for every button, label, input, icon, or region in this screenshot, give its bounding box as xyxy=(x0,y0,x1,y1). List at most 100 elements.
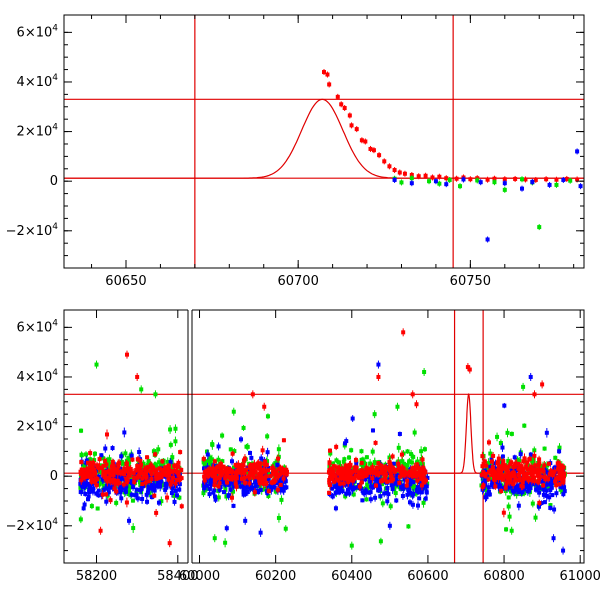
y-tick-exponent: 4 xyxy=(52,23,58,33)
data-point xyxy=(267,489,271,493)
data-point xyxy=(487,440,491,444)
data-point xyxy=(521,385,525,389)
data-point xyxy=(229,470,233,474)
data-point xyxy=(532,454,536,458)
data-point xyxy=(266,450,270,454)
data-point xyxy=(178,450,182,454)
data-point xyxy=(165,496,169,500)
data-point xyxy=(143,473,147,477)
data-point xyxy=(243,519,247,523)
data-point xyxy=(136,457,140,461)
data-point xyxy=(128,474,132,478)
data-point xyxy=(513,177,517,181)
data-point xyxy=(216,458,220,462)
data-point xyxy=(173,439,177,443)
data-point xyxy=(282,477,286,481)
data-point xyxy=(173,500,177,504)
data-point xyxy=(543,447,547,451)
data-point xyxy=(217,444,221,448)
data-point xyxy=(334,484,338,488)
data-point xyxy=(337,468,341,472)
data-point xyxy=(125,462,129,466)
data-point xyxy=(521,459,525,463)
data-point xyxy=(507,505,511,509)
data-point xyxy=(504,527,508,531)
data-point xyxy=(347,469,351,473)
data-point xyxy=(461,177,465,181)
data-point xyxy=(105,470,109,474)
data-point xyxy=(522,424,526,428)
data-point xyxy=(421,458,425,462)
data-point xyxy=(497,457,501,461)
data-point xyxy=(504,486,508,490)
data-point xyxy=(334,474,338,478)
data-point xyxy=(502,404,506,408)
data-point xyxy=(202,475,206,479)
data-point xyxy=(230,496,234,500)
data-point xyxy=(208,467,212,471)
data-point xyxy=(410,466,414,470)
data-point xyxy=(391,454,395,458)
data-point xyxy=(350,123,354,127)
data-point xyxy=(502,511,506,515)
data-point xyxy=(101,493,105,497)
data-point xyxy=(424,478,428,482)
data-point xyxy=(224,468,228,472)
data-point xyxy=(119,496,123,500)
data-point xyxy=(506,431,510,435)
data-point xyxy=(175,493,179,497)
data-point xyxy=(359,449,363,453)
y-tick-mantissa: 4×10 xyxy=(17,75,53,90)
data-point xyxy=(325,73,329,77)
data-point xyxy=(232,410,236,414)
series-group xyxy=(322,69,579,183)
data-point xyxy=(364,472,368,476)
data-point xyxy=(343,476,347,480)
data-point xyxy=(530,180,534,184)
data-point xyxy=(513,455,517,459)
data-point xyxy=(397,446,401,450)
data-point xyxy=(416,471,420,475)
data-point xyxy=(424,497,428,501)
data-point xyxy=(373,412,377,416)
data-point xyxy=(520,177,524,181)
data-point xyxy=(281,470,285,474)
data-point xyxy=(534,178,538,182)
data-point xyxy=(231,452,235,456)
data-point xyxy=(213,536,217,540)
data-point xyxy=(174,463,178,467)
data-point xyxy=(137,474,141,478)
data-point xyxy=(103,459,107,463)
data-point xyxy=(411,503,415,507)
data-point xyxy=(508,515,512,519)
data-point xyxy=(342,460,346,464)
x-tick-label: 60700 xyxy=(277,274,318,289)
data-point xyxy=(336,95,340,99)
data-point xyxy=(344,439,348,443)
data-point xyxy=(119,454,123,458)
data-point xyxy=(122,430,126,434)
data-point xyxy=(276,467,280,471)
data-point xyxy=(350,544,354,548)
data-point xyxy=(244,468,248,472)
data-point xyxy=(575,149,579,153)
data-point xyxy=(354,469,358,473)
data-point xyxy=(371,450,375,454)
data-point xyxy=(486,237,490,241)
data-point xyxy=(381,501,385,505)
data-point xyxy=(374,484,378,488)
data-point xyxy=(180,476,184,480)
data-point xyxy=(153,392,157,396)
data-point xyxy=(552,536,556,540)
data-point xyxy=(547,462,551,466)
data-point xyxy=(552,507,556,511)
data-point xyxy=(170,480,174,484)
data-point xyxy=(215,477,219,481)
data-point xyxy=(524,464,528,468)
data-point xyxy=(363,140,367,144)
data-point xyxy=(561,549,565,553)
data-point xyxy=(140,497,144,501)
data-point xyxy=(415,479,419,483)
